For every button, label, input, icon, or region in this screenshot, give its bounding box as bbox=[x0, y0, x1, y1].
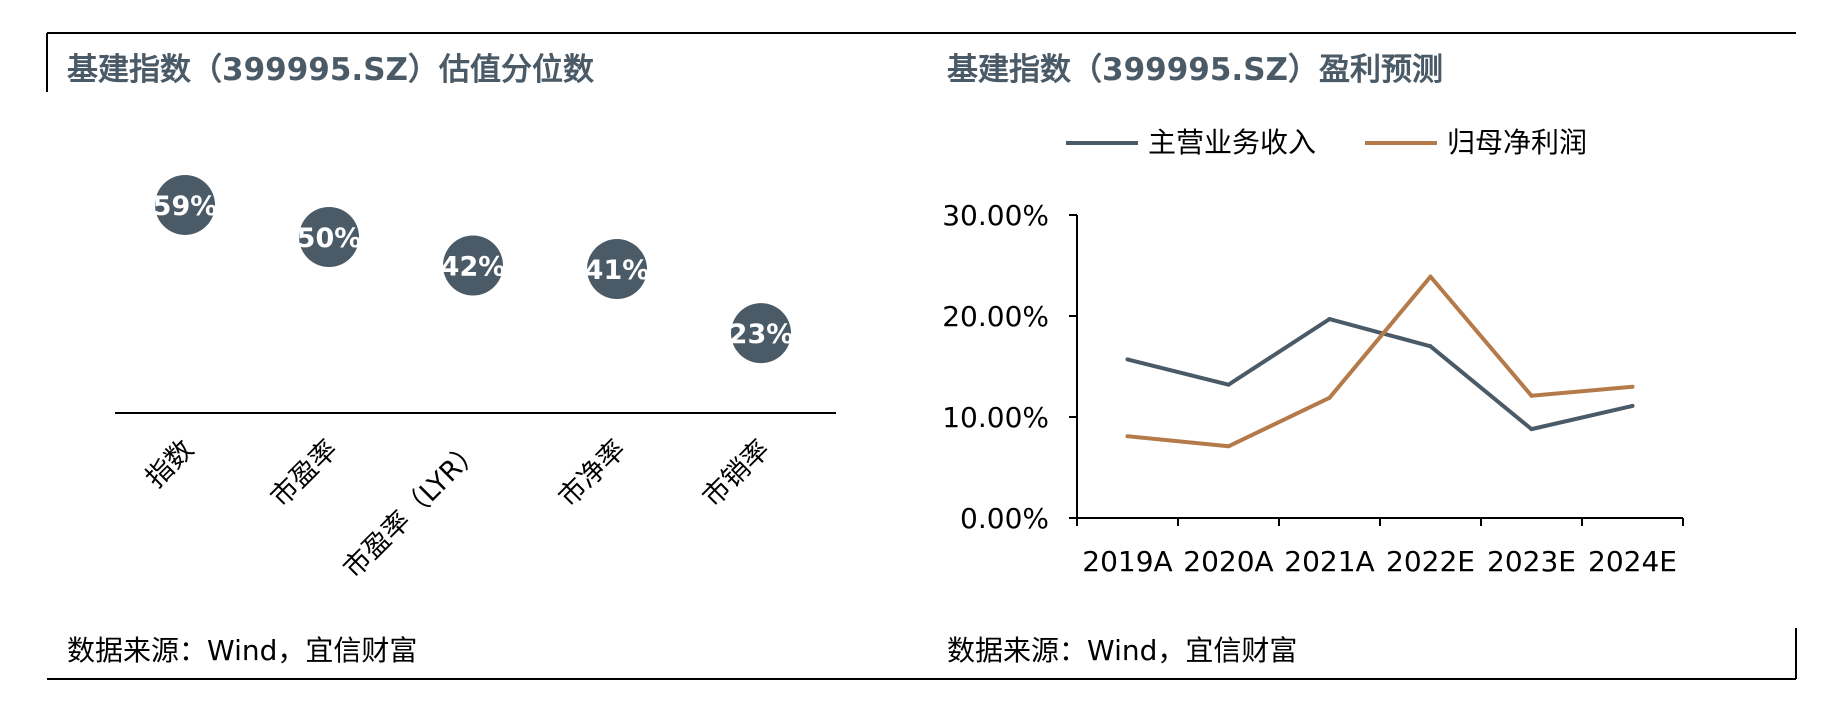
valuation-category-label-1: 市盈率 bbox=[265, 434, 344, 513]
valuation-category-label-2: 市盈率（LYR） bbox=[338, 434, 488, 584]
x-tick-label-0: 2019A bbox=[1082, 545, 1172, 578]
valuation-category-label-3: 市净率 bbox=[553, 434, 632, 513]
valuation-dot-label-2: 42% bbox=[441, 251, 506, 282]
y-tick-label-1: 10.00% bbox=[942, 401, 1049, 434]
series-1-point-0 bbox=[1125, 434, 1130, 439]
right-panel-source: 数据来源：Wind，宜信财富 bbox=[947, 634, 1297, 667]
valuation-dot-label-4: 23% bbox=[729, 319, 794, 350]
series-line-0 bbox=[1127, 317, 1633, 432]
series-0-point-2 bbox=[1327, 317, 1332, 322]
valuation-dot-label-3: 41% bbox=[585, 255, 650, 286]
series-1-point-2 bbox=[1327, 395, 1332, 400]
valuation-dot-2 bbox=[443, 235, 503, 296]
x-tick-label-4: 2023E bbox=[1487, 545, 1576, 578]
valuation-dot-label-1: 50% bbox=[297, 223, 362, 254]
y-tick-label-0: 0.00% bbox=[960, 502, 1049, 535]
valuation-dot-4 bbox=[731, 303, 791, 364]
legend-label-0: 主营业务收入 bbox=[1148, 126, 1316, 159]
left-panel-source: 数据来源：Wind，宜信财富 bbox=[67, 634, 417, 667]
series-line-1 bbox=[1127, 274, 1633, 449]
valuation-dot-0 bbox=[155, 174, 215, 235]
x-tick-label-1: 2020A bbox=[1183, 545, 1273, 578]
series-0-point-0 bbox=[1125, 357, 1130, 362]
left-panel: 基建指数（399995.SZ）估值分位数 59% 指数 50% 市盈率 42% 市盈率（L… bbox=[67, 52, 836, 667]
left-panel-title: 基建指数（399995.SZ）估值分位数 bbox=[67, 52, 594, 88]
series-1-point-5 bbox=[1630, 384, 1635, 389]
valuation-dot-label-0: 59% bbox=[153, 191, 218, 222]
valuation-dot-3 bbox=[587, 239, 647, 300]
series-1-point-4 bbox=[1529, 393, 1534, 398]
x-tick-label-3: 2022E bbox=[1386, 545, 1475, 578]
series-0-point-3 bbox=[1428, 344, 1433, 349]
x-tick-label-5: 2024E bbox=[1588, 545, 1677, 578]
y-tick-label-3: 30.00% bbox=[942, 199, 1049, 232]
earnings-forecast-chart: 0.00% 10.00% 20.00% 30.00% 2019A 2020A 2021A 20… bbox=[942, 126, 1684, 578]
series-0-point-1 bbox=[1226, 382, 1231, 387]
valuation-dot-1 bbox=[299, 207, 359, 267]
valuation-category-label-0: 指数 bbox=[140, 434, 200, 494]
series-0-point-4 bbox=[1529, 427, 1534, 432]
valuation-category-label-4: 市销率 bbox=[697, 434, 776, 513]
valuation-percentile-chart: 59% 指数 50% 市盈率 42% 市盈率（LYR） 41% 市净率 23% 市销率 bbox=[115, 174, 836, 584]
x-tick-label-2: 2021A bbox=[1284, 545, 1374, 578]
legend-label-1: 归母净利润 bbox=[1447, 126, 1587, 159]
right-panel-title: 基建指数（399995.SZ）盈利预测 bbox=[947, 52, 1443, 88]
y-tick-label-2: 20.00% bbox=[942, 300, 1049, 333]
right-panel: 基建指数（399995.SZ）盈利预测 0.00% 10.00% 20.00% 30.… bbox=[942, 52, 1684, 667]
series-1-point-3 bbox=[1428, 274, 1433, 279]
series-1-point-1 bbox=[1226, 444, 1231, 449]
series-0-point-5 bbox=[1630, 403, 1635, 408]
